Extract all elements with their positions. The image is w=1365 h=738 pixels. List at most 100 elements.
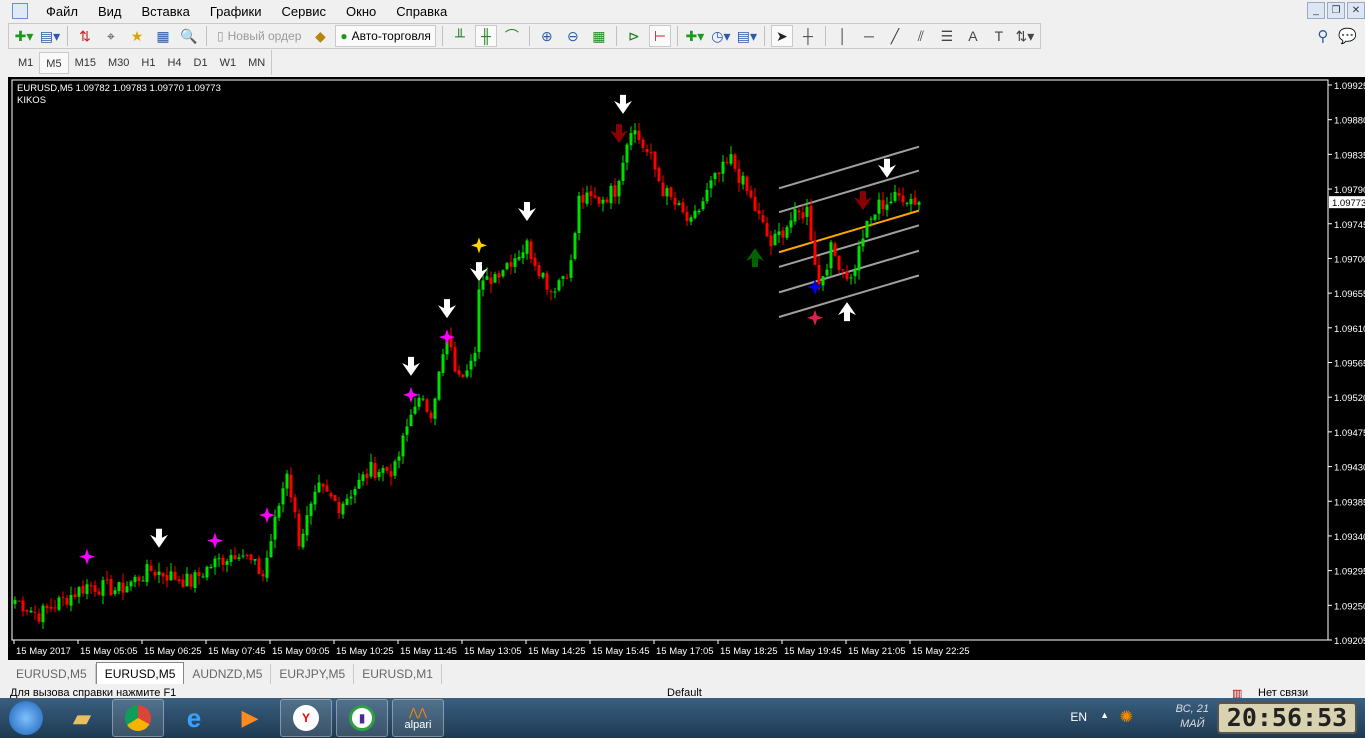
timeframe-mn[interactable]: MN xyxy=(248,56,266,69)
timeframe-m15[interactable]: M15 xyxy=(74,56,96,69)
candle-body xyxy=(141,580,145,582)
arrows-icon[interactable]: ⇅▾ xyxy=(1015,27,1035,44)
profiles-icon[interactable]: ▤▾ xyxy=(39,27,61,44)
timeframe-m30[interactable]: M30 xyxy=(107,56,130,69)
bar-chart-icon[interactable]: ╨ xyxy=(454,28,465,44)
chart-shift-icon[interactable]: ⊢ xyxy=(648,25,671,47)
candle-body xyxy=(625,144,629,163)
candle-body xyxy=(789,220,793,228)
media-player-icon[interactable]: ▶ xyxy=(241,705,259,730)
candlestick-chart-icon[interactable]: ╫ xyxy=(474,25,497,47)
timeframe-m1[interactable]: M1 xyxy=(18,56,34,69)
chat-icon[interactable]: 💬 xyxy=(1338,28,1357,45)
crosshair-data-window-icon[interactable]: ⌖ xyxy=(107,27,115,44)
templates-icon[interactable]: ▤▾ xyxy=(736,27,758,44)
chart-canvas[interactable]: EURUSD,M5 1.09782 1.09783 1.09770 1.0977… xyxy=(8,77,1365,660)
candle-body xyxy=(857,246,861,271)
candle-body xyxy=(317,482,321,493)
vertical-line-icon[interactable]: │ xyxy=(838,28,848,44)
avast-icon[interactable]: ✺ xyxy=(1119,709,1133,726)
show-hidden-icons[interactable]: ▲ xyxy=(1100,710,1109,720)
cursor-icon[interactable]: ➤ xyxy=(770,25,793,47)
horizontal-line-icon[interactable]: ─ xyxy=(863,28,874,44)
timeframe-d1[interactable]: D1 xyxy=(193,56,208,69)
chrome-icon[interactable] xyxy=(112,699,164,737)
new-order-button[interactable]: ▯ Новый ордер xyxy=(213,25,305,47)
navigator-icon[interactable]: ★ xyxy=(130,27,144,44)
restore-button[interactable]: ❐ xyxy=(1327,2,1345,19)
new-chart-icon[interactable]: ✚▾ xyxy=(14,27,34,44)
x-tick-label: 15 May 22:25 xyxy=(912,646,970,657)
candle-body xyxy=(633,130,637,135)
candle-body xyxy=(305,515,309,536)
candle-body xyxy=(365,473,369,479)
candle-body xyxy=(685,212,689,221)
candle-body xyxy=(293,497,297,513)
x-tick-label: 15 May 14:25 xyxy=(528,646,586,657)
timeframe-w1[interactable]: W1 xyxy=(219,56,237,69)
auto-trading-button[interactable]: ● Авто-торговля xyxy=(335,25,436,47)
metatrader-icon[interactable]: ▮ xyxy=(336,699,388,737)
tile-windows-icon[interactable]: ▦ xyxy=(592,27,606,44)
crosshair-icon[interactable]: ┼ xyxy=(802,28,813,44)
chart-tab[interactable]: EURUSD,M5 xyxy=(8,664,96,684)
close-button[interactable]: ✕ xyxy=(1347,2,1365,19)
zoom-in-icon[interactable]: ⊕ xyxy=(541,27,553,44)
menu-insert[interactable]: Вставка xyxy=(141,3,190,19)
text-label-icon[interactable]: T xyxy=(994,28,1004,44)
yandex-browser-icon[interactable]: Y xyxy=(280,699,332,737)
text-icon[interactable]: A xyxy=(968,28,978,44)
candle-body xyxy=(553,291,557,293)
menu-file[interactable]: Файл xyxy=(46,3,78,19)
minimize-button[interactable]: _ xyxy=(1307,2,1325,19)
language-indicator[interactable]: EN xyxy=(1070,710,1087,724)
chart-tab[interactable]: EURJPY,M5 xyxy=(271,664,355,684)
menu-view[interactable]: Вид xyxy=(97,3,122,19)
timeframe-m5[interactable]: M5 xyxy=(39,51,69,74)
menu-tools[interactable]: Сервис xyxy=(281,3,327,19)
trendline-icon[interactable]: ╱ xyxy=(890,27,900,44)
equidistant-channel-icon[interactable]: ⫽ xyxy=(917,27,925,44)
indicators-icon[interactable]: ✚▾ xyxy=(685,27,705,44)
fibonacci-icon[interactable]: ☰ xyxy=(940,27,954,44)
candle-body xyxy=(745,176,749,191)
menu-help[interactable]: Справка xyxy=(396,3,448,19)
periods-icon[interactable]: ◷▾ xyxy=(711,27,731,44)
candle-body xyxy=(245,554,249,556)
timeframe-h4[interactable]: H4 xyxy=(167,56,182,69)
start-button[interactable] xyxy=(0,699,52,737)
line-chart-icon[interactable]: ⌒ xyxy=(504,28,519,44)
chart-tab[interactable]: AUDNZD,M5 xyxy=(184,664,272,684)
timeframe-h1[interactable]: H1 xyxy=(141,56,156,69)
candle-body xyxy=(421,398,425,400)
y-tick-label: 1.09475 xyxy=(1334,428,1365,439)
market-watch-icon[interactable]: ⇅ xyxy=(79,27,91,44)
candle-body xyxy=(817,264,821,285)
zoom-out-icon[interactable]: ⊖ xyxy=(567,27,579,44)
terminal-icon[interactable]: ▦ xyxy=(156,27,170,44)
candle-body xyxy=(193,572,197,588)
x-tick-label: 15 May 19:45 xyxy=(784,646,842,657)
chart-tab[interactable]: EURUSD,M1 xyxy=(354,664,442,684)
status-bar: Для вызова справки нажмите F1 Default ▥ … xyxy=(0,686,1365,700)
candle-body xyxy=(905,202,909,204)
candle-body xyxy=(85,584,89,595)
auto-scroll-icon[interactable]: ⊳ xyxy=(628,27,640,44)
explorer-icon[interactable]: ▰ xyxy=(72,704,92,732)
menu-window[interactable]: Окно xyxy=(346,3,377,19)
strategy-tester-icon[interactable]: 🔍 xyxy=(180,27,198,44)
indicator-name: KIKOS xyxy=(17,95,46,106)
candle-body xyxy=(201,576,205,578)
regression-channel-line xyxy=(778,274,920,318)
chart-tab-active[interactable]: EURUSD,M5 xyxy=(95,662,185,684)
menu-charts[interactable]: Графики xyxy=(209,3,262,19)
candle-body xyxy=(121,582,125,593)
candle-body xyxy=(241,555,245,557)
metaeditor-icon[interactable]: ◆ xyxy=(315,27,326,44)
search-icon[interactable]: ⚲ xyxy=(1317,28,1329,45)
tray-date: ВС, 21 МАЙ xyxy=(1176,702,1209,732)
alpari-icon[interactable]: ⋀⋀ alpari xyxy=(392,699,444,737)
internet-explorer-icon[interactable]: e xyxy=(186,702,202,733)
price-chart[interactable]: EURUSD,M5 1.09782 1.09783 1.09770 1.0977… xyxy=(8,77,1365,660)
candle-body xyxy=(469,360,473,370)
